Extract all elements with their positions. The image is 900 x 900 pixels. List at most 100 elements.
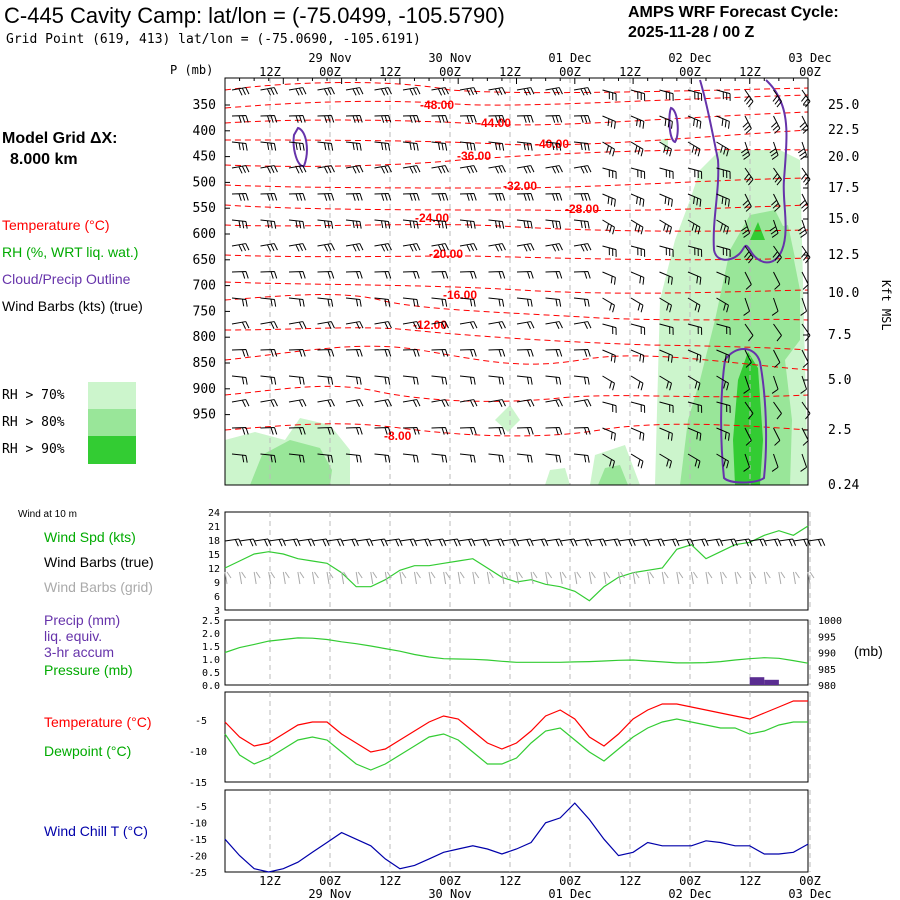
wind-barb [630,401,646,413]
wind-barb [288,165,307,174]
wind-barb [630,323,646,335]
wind-barb [659,323,674,335]
top-hour-label: 00Z [439,65,461,79]
wind-barb [630,427,645,441]
pressure-tick-label: 985 [818,665,836,676]
upper-wind-barbs [231,87,811,472]
wind-barb [772,167,782,186]
precip-ticks: 2.5 2.0 1.5 1.0 0.5 0.0 [202,616,220,692]
grid-barb [647,571,655,585]
wind-barb [687,427,702,441]
bottom-hour-label: 12Z [619,874,641,888]
wind-barb [459,375,476,385]
wind-barb [431,375,448,385]
rh-shading [225,138,808,485]
legend-precip-1: Precip (mm) [44,612,121,628]
wind-barb [431,321,449,329]
wind-speed-ticks: 24 21 18 15 12 9 6 3 [208,508,220,617]
wind-barb [602,167,617,179]
temp-ticks: -5 -10 -15 [189,716,207,789]
wind-barb [459,349,477,357]
wind-barb [716,401,731,413]
wind-barb [741,219,751,238]
contour-label-8: -8.00 [384,429,412,443]
wind-barb [288,141,305,151]
wind-barb [687,89,703,101]
pressure-tick-label: 600 [193,227,216,242]
wind-barb [402,427,420,435]
axis-tick-label: -15 [189,835,207,846]
precip-bars [749,677,779,685]
wind-barb [602,193,616,207]
wind-barb [317,399,335,407]
surface-barb [428,538,447,547]
legend-wind-speed: Wind Spd (kts) [44,529,136,545]
wind-barb [374,219,391,229]
wind-barb [402,219,419,229]
pressure2-ticks: 1000 995 990 985 980 [818,616,842,692]
legend-wind-chill: Wind Chill T (°C) [44,823,148,839]
wind-barb [345,349,363,357]
wind-barb [516,243,535,252]
pressure-ticks: 350 400 450 500 550 600 650 700 750 800 850 900 950 [193,98,230,423]
wind-barb [431,297,448,307]
surface-barb [633,538,651,547]
pressure-tick-label: 950 [193,408,216,423]
wind-barb [573,115,591,123]
windchill-line [224,802,809,873]
wind-barb [260,399,278,407]
wind-barb [545,243,563,252]
forecast-cycle: AMPS WRF Forecast Cycle: 2025-11-28 / 00… [628,3,839,43]
wind-barb [659,245,674,257]
wind-barb [488,219,505,229]
wind-barb [716,427,730,441]
legend-rh: RH (%, WRT liq. wat.) [2,244,139,260]
wind-barb [573,321,592,329]
kft-tick-label: 12.5 [828,248,859,263]
kft-tick-label: 25.0 [828,98,859,113]
windchill-panel-grid [269,790,811,872]
station-title: C-445 Cavity Camp: lat/lon = (-75.0499, … [4,3,505,28]
wind-barb [488,115,506,123]
surface-barb [487,538,505,547]
wind-barb [288,193,306,201]
wind-barb [772,89,782,108]
wind-barb [659,141,672,157]
top-hour-label: 00Z [679,65,701,79]
wind-barb [374,115,392,123]
pressure-tick-label: 995 [818,632,836,643]
kft-tick-label: 7.5 [828,328,851,343]
wind-barb [602,323,617,335]
wind-barb [687,245,703,257]
wind-barb [602,89,617,101]
wind-barb [488,271,506,279]
wind-barb [345,271,363,279]
surface-barb [501,538,520,547]
wind-barb [659,89,674,101]
bottom-date-label: 01 Dec [548,887,591,900]
top-gridlines [269,78,751,485]
wind-barb [545,271,563,279]
wind-barb [317,271,335,279]
legend-rh90-swatch [88,436,136,464]
wind-barb [741,141,751,160]
pressure-tick-label: 550 [193,201,216,216]
wind-barb [769,219,779,238]
wind-barb [516,271,534,279]
axis-tick-label: -10 [189,819,207,830]
wind-barb [345,115,363,123]
contour-label-28: -28.00 [565,202,599,216]
wind-barb [431,453,448,463]
wind-barb [345,219,362,229]
wind-barb [231,321,250,329]
surface-barb [239,538,257,547]
wind-barb [516,219,533,229]
cycle-line-2: 2025-11-28 / 00 Z [628,24,755,41]
wind-barb [659,349,673,363]
wind-barb [716,193,730,207]
wind-barb [317,297,334,307]
wind-barb [545,349,563,357]
wind-barb [687,193,702,207]
wind-barb [573,87,592,96]
